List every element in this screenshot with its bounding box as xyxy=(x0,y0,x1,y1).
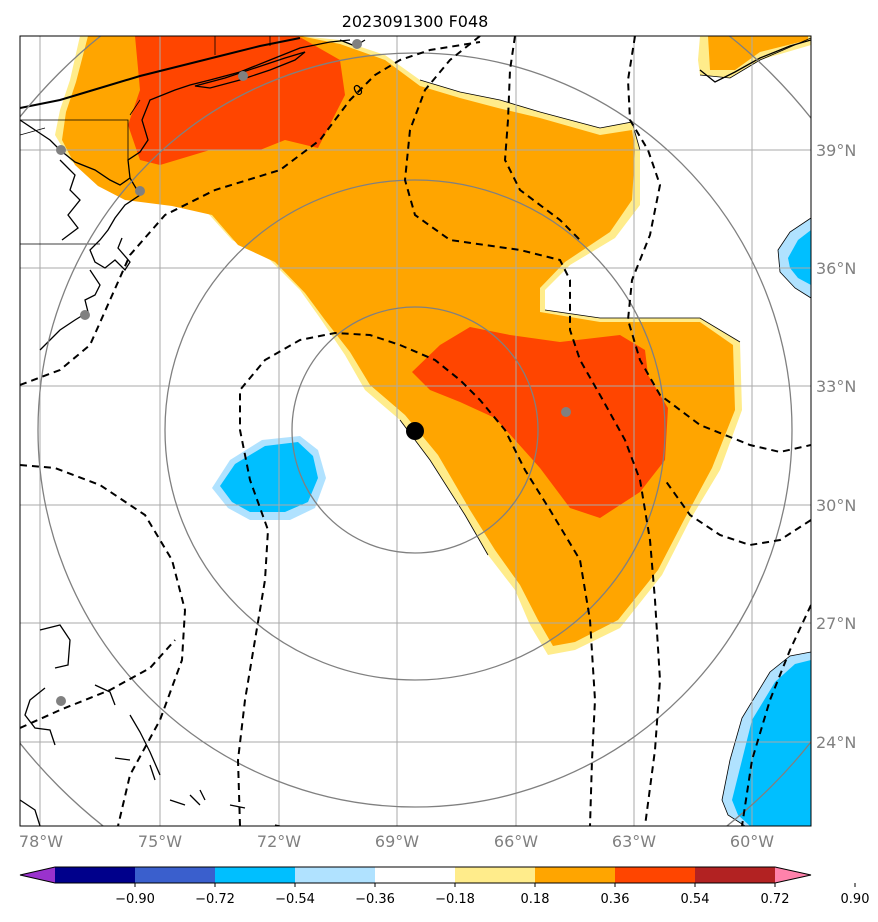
contour-inner-loop xyxy=(236,331,597,826)
outline-ne-patch xyxy=(699,37,811,79)
coast-bahamas xyxy=(20,757,201,826)
graticule xyxy=(20,36,811,826)
coast-us-northeast xyxy=(20,39,351,186)
lon-label-78: 78°W xyxy=(19,832,63,851)
map-frame xyxy=(19,35,812,827)
coast-delmarva xyxy=(89,177,141,272)
colorbar-tick-label: −0.54 xyxy=(275,892,315,907)
anomaly-region-blue-1 xyxy=(220,442,318,512)
colorbar-segment xyxy=(535,867,616,883)
colorbar-segment xyxy=(615,867,696,883)
station-marker xyxy=(238,71,248,81)
lon-label-66: 66°W xyxy=(494,832,538,851)
colorbar-segment xyxy=(55,867,136,883)
lon-label-75: 75°W xyxy=(138,832,182,851)
lat-label-27: 27°N xyxy=(816,614,856,633)
colorbar: −0.90 −0.72 −0.54 −0.36 −0.18 0.18 0.36 0.54 0.7… xyxy=(19,866,869,907)
lat-label-36: 36°N xyxy=(816,259,856,278)
contour-east-south xyxy=(664,479,811,547)
longitude-labels: 78°W 75°W 72°W 69°W 66°W 63°W 60°W xyxy=(19,832,774,851)
coast-chesapeake xyxy=(59,159,81,241)
colorbar-ticks: −0.90 −0.72 −0.54 −0.36 −0.18 0.18 0.36 0.54 0.7… xyxy=(115,883,869,907)
station-marker xyxy=(352,39,362,49)
station-marker xyxy=(135,186,145,196)
coast-nova-scotia xyxy=(699,39,811,83)
anomaly-region-red-central xyxy=(412,327,668,518)
colorbar-tick-label: 0.54 xyxy=(681,892,710,907)
colorbar-segments xyxy=(19,866,812,884)
contour-mid xyxy=(503,36,581,241)
lon-label-72: 72°W xyxy=(257,832,301,851)
colorbar-extend-max xyxy=(775,867,811,883)
anomaly-region-blue-2 xyxy=(788,230,811,285)
station-marker xyxy=(80,310,90,320)
colorbar-tick-label: 0.18 xyxy=(521,892,550,907)
colorbar-outline xyxy=(19,866,812,884)
colorbar-tick-label: 0.90 xyxy=(841,892,870,907)
outline-blue-east xyxy=(777,217,811,299)
colorbar-tick-label: 0.36 xyxy=(601,892,630,907)
anomaly-region-orange-ne xyxy=(708,36,808,70)
lat-label-39: 39°N xyxy=(816,141,856,160)
storm-center-marker xyxy=(406,422,424,440)
lat-label-30: 30°N xyxy=(816,496,856,515)
colorbar-segment xyxy=(695,867,776,883)
colorbar-segment xyxy=(135,867,216,883)
ring-1 xyxy=(291,306,539,554)
station-marker xyxy=(56,145,66,155)
lat-label-33: 33°N xyxy=(816,377,856,396)
contour-east-loop xyxy=(626,36,811,454)
colorbar-tick-label: −0.72 xyxy=(195,892,235,907)
colorbar-tick-label: −0.90 xyxy=(115,892,155,907)
ring-2 xyxy=(164,179,666,681)
lat-label-24: 24°N xyxy=(816,733,856,752)
contour-west-2 xyxy=(20,639,176,729)
ring-3 xyxy=(37,52,793,808)
colorbar-segment xyxy=(295,867,376,883)
latitude-labels: 39°N 36°N 33°N 30°N 27°N 24°N xyxy=(816,141,856,752)
contour-central-north xyxy=(403,36,662,826)
colorbar-extend-min xyxy=(20,867,55,883)
station-markers xyxy=(56,39,571,706)
contour-zero xyxy=(20,41,481,386)
colorbar-segment xyxy=(215,867,296,883)
colorbar-segment xyxy=(455,867,536,883)
colorbar-tick-label: 0.72 xyxy=(761,892,790,907)
colorbar-tick-label: −0.18 xyxy=(435,892,475,907)
figure-title: 2023091300 F048 xyxy=(342,12,489,31)
station-marker xyxy=(56,696,66,706)
negative-anomaly-fill xyxy=(212,218,811,826)
colorbar-segment xyxy=(375,867,456,883)
dashed-contours xyxy=(20,36,811,826)
lon-label-63: 63°W xyxy=(612,832,656,851)
us-ne-boundary xyxy=(20,37,301,109)
colorbar-tick-label: −0.36 xyxy=(355,892,395,907)
contour-west-loop xyxy=(20,464,187,826)
coast-florida-islands xyxy=(24,624,281,826)
station-marker xyxy=(561,407,571,417)
lon-label-69: 69°W xyxy=(375,832,419,851)
coastlines xyxy=(20,36,811,826)
outline-blue-southeast xyxy=(721,651,811,826)
lon-label-60: 60°W xyxy=(730,832,774,851)
